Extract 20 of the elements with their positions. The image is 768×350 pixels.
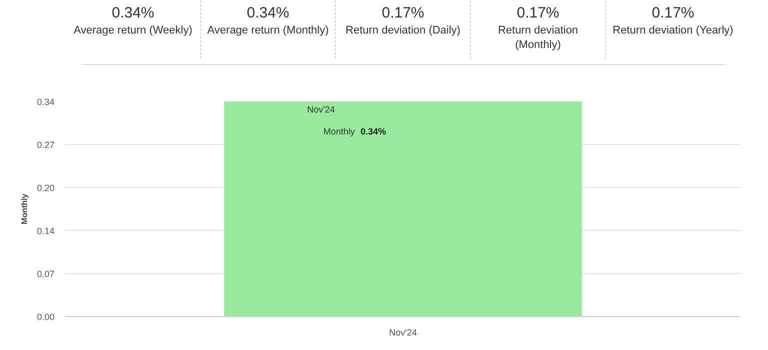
text: Return deviation (Daily) [346,24,460,36]
text: Return deviation (Yearly) [612,24,734,36]
text: 0.34% [246,4,290,22]
y-tick-label: 0.00 [36,312,55,322]
y-tick-label: 0.34 [36,97,55,107]
data-label: 0.34% [360,126,386,137]
text: Average return (Monthly) [207,24,329,36]
text: 0.17% [382,4,424,22]
text: 0.34% [112,4,154,22]
series-label: Monthly [323,126,356,137]
y-tick-label: 0.20 [36,183,55,193]
text: Average return (Weekly) [74,24,192,36]
text: 0.17% [516,4,560,22]
y-tick-label: 0.07 [36,269,55,279]
text: Return deviation (Monthly) [498,24,578,51]
text: 0.17% [652,4,694,22]
y-tick-label: 0.27 [36,140,55,150]
category-label: Nov'24 [389,328,417,338]
y-tick-label: 0.14 [36,226,55,236]
y-axis-title: Monthly [20,193,29,224]
